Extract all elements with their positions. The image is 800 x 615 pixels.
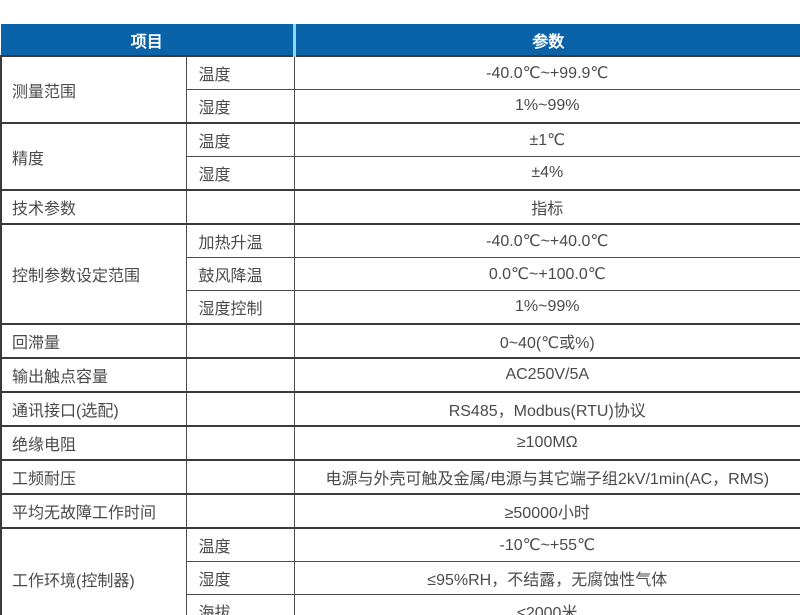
param-value-cell: -40.0℃~+99.9℃ [293, 55, 800, 90]
item-cell: 绝缘电阻 [0, 425, 187, 461]
item-cell: 通讯接口(选配) [0, 391, 187, 427]
sub-label-cell [185, 425, 295, 461]
table-row: 精度 温度 ±1℃ [0, 122, 800, 191]
param-value-cell: 1%~99% [293, 89, 800, 124]
sub-label-cell [185, 391, 295, 427]
sub-label-cell: 湿度 [185, 89, 295, 124]
param-value-cell: 电源与外壳可触及金属/电源与其它端子组2kV/1min(AC，RMS) [293, 459, 800, 495]
table-row: 平均无故障工作时间 ≥50000小时 [0, 493, 800, 529]
param-value-cell: ≤2000米 [293, 594, 800, 615]
table-row: 海拔 ≤2000米 [1, 594, 800, 615]
sub-label-cell: 加热升温 [185, 223, 295, 258]
item-cell: 回滞量 [0, 323, 187, 359]
table-header-params: 参数 [292, 24, 800, 57]
item-cell: 输出触点容量 [0, 357, 187, 393]
table-row: 绝缘电阻 ≥100MΩ [0, 425, 800, 461]
table-header-items: 项目 [1, 24, 295, 57]
table-row: 湿度 ≤95%RH，不结露，无腐蚀性气体 [1, 561, 800, 595]
sub-label-cell: 湿度 [185, 156, 295, 191]
spec-table: 项目 参数 测量范围 温度 -40.0℃~+99.9℃ 湿度 1%~99% 精度… [0, 24, 800, 615]
param-value-cell: AC250V/5A [293, 357, 800, 393]
table-row: 工频耐压 电源与外壳可触及金属/电源与其它端子组2kV/1min(AC，RMS) [0, 459, 800, 495]
sub-label-cell: 温度 [185, 527, 295, 562]
item-cell: 平均无故障工作时间 [0, 493, 187, 529]
table-row: 技术参数 指标 [0, 189, 800, 225]
sub-label-cell: 湿度控制 [185, 290, 295, 325]
param-value-cell: 指标 [293, 189, 800, 225]
sub-label-cell [185, 493, 295, 529]
sub-label-cell: 鼓风降温 [185, 257, 295, 291]
sub-label-cell: 海拔 [185, 594, 295, 615]
param-value-cell: 0~40(℃或%) [293, 323, 800, 359]
item-cell: 测量范围 [0, 55, 187, 124]
param-value-cell: RS485，Modbus(RTU)协议 [293, 391, 800, 427]
param-value-cell: -40.0℃~+40.0℃ [293, 223, 800, 258]
table-row: 鼓风降温 0.0℃~+100.0℃ [1, 257, 800, 291]
item-cell: 精度 [0, 122, 187, 191]
item-cell: 工频耐压 [0, 459, 187, 495]
param-value-cell: ≥100MΩ [293, 425, 800, 461]
sub-label-cell [185, 189, 295, 225]
table-row: 测量范围 温度 -40.0℃~+99.9℃ [0, 55, 800, 124]
sub-label-cell [185, 357, 295, 393]
table-row: 湿度控制 1%~99% [1, 290, 800, 325]
sub-label-cell: 湿度 [185, 561, 295, 595]
item-cell: 技术参数 [0, 189, 187, 225]
table-row: 回滞量 0~40(℃或%) [0, 323, 800, 359]
param-value-cell: -10℃~+55℃ [293, 527, 800, 562]
sub-label-cell [185, 323, 295, 359]
table-row: 工作环境(控制器) 温度 -10℃~+55℃ [0, 527, 800, 615]
table-row: 湿度 ±4% [1, 156, 800, 191]
param-value-cell: 0.0℃~+100.0℃ [293, 257, 800, 291]
item-cell: 控制参数设定范围 [0, 223, 187, 325]
sub-label-cell: 温度 [185, 55, 295, 90]
table-header-row: 项目 参数 [1, 24, 800, 57]
table-row: 输出触点容量 AC250V/5A [0, 357, 800, 393]
param-value-cell: ≤95%RH，不结露，无腐蚀性气体 [293, 561, 800, 595]
table-row: 通讯接口(选配) RS485，Modbus(RTU)协议 [0, 391, 800, 427]
param-value-cell: ±1℃ [293, 122, 800, 157]
item-cell: 工作环境(控制器) [0, 527, 187, 615]
sub-label-cell [185, 459, 295, 495]
table-row: 控制参数设定范围 加热升温 -40.0℃~+40.0℃ [0, 223, 800, 325]
param-value-cell: 1%~99% [293, 290, 800, 325]
param-value-cell: ≥50000小时 [293, 493, 800, 529]
sub-label-cell: 温度 [185, 122, 295, 157]
param-value-cell: ±4% [293, 156, 800, 191]
